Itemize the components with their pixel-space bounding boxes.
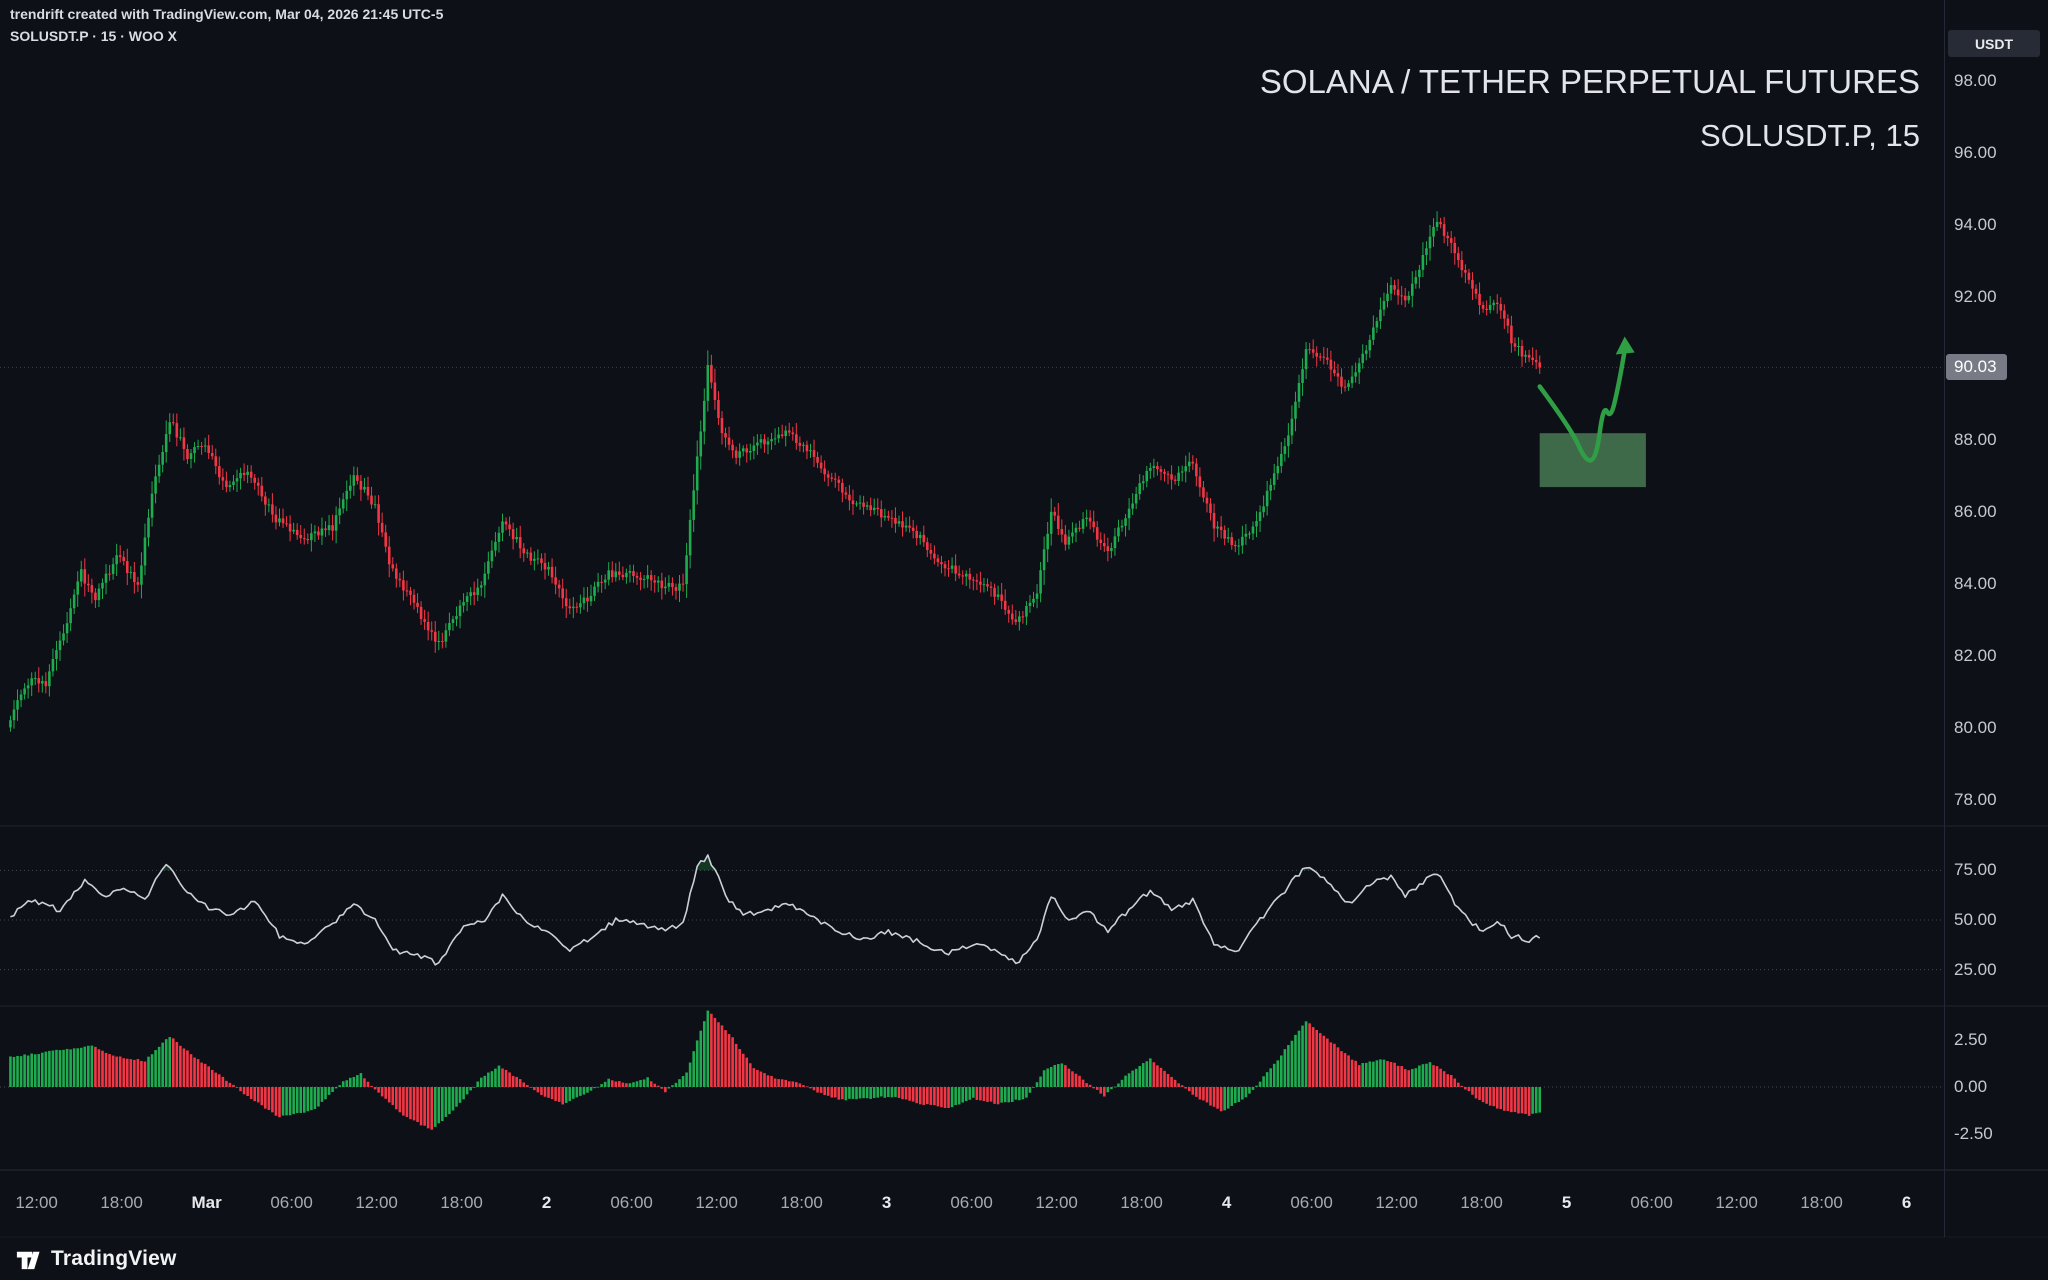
price-axis-label: 98.00 [1954,71,1997,90]
time-axis-label: 06:00 [610,1193,653,1212]
chart-titles: SOLANA / TETHER PERPETUAL FUTURES SOLUSD… [1260,62,1920,156]
price-axis-label: 75.00 [1954,860,1997,880]
time-axis-label: 12:00 [1375,1193,1418,1212]
price-axis-label: 2.50 [1954,1030,1988,1049]
time-axis-label: 12:00 [15,1193,58,1212]
time-axis[interactable]: 12:00 18:00 Mar 06:00 12:00 18:00 2 06:00 12:00 1… [0,1170,1944,1237]
time-axis-label-day: 6 [1901,1193,1912,1212]
time-axis-label: 06:00 [950,1193,993,1212]
time-axis-label: 12:00 [1715,1193,1758,1212]
time-axis-label: 18:00 [780,1193,823,1212]
time-axis-label: 18:00 [1120,1193,1163,1212]
time-axis-label-day: 3 [881,1193,892,1212]
price-axis-label: 86.00 [1954,502,1997,522]
tradingview-logo-icon[interactable] [14,1245,41,1272]
currency-unit-badge[interactable]: USDT [1948,30,2040,57]
price-axis-label: 0.00 [1954,1077,1988,1096]
time-axis-label: 18:00 [440,1193,483,1212]
price-axis-label: 96.00 [1954,142,1997,162]
time-axis-label: 12:00 [355,1193,398,1212]
projection-arrowhead [1615,336,1635,355]
time-axis-label: 06:00 [1630,1193,1673,1212]
time-axis-label: 18:00 [100,1193,143,1212]
price-axis-label: 25.00 [1954,959,1997,979]
tradingview-wordmark[interactable]: TradingView [51,1246,177,1270]
last-price-badge: 90.03 [1946,354,2007,380]
footer-bar: TradingView [0,1237,2048,1280]
projection-arrow [1537,348,1627,463]
watermark-symbol-info: SOLUSDT.P · 15 · WOO X [10,28,177,44]
time-axis-label: 18:00 [1800,1193,1843,1212]
time-axis-label-day: 2 [541,1193,552,1212]
time-axis-label-day: 4 [1221,1193,1232,1212]
time-axis-label: 18:00 [1460,1193,1503,1212]
price-axis-label: 94.00 [1954,214,1997,234]
time-axis-label: 06:00 [270,1193,313,1212]
price-axis-label: 84.00 [1954,574,1997,594]
chart-title: SOLANA / TETHER PERPETUAL FUTURES [1259,63,1920,100]
price-axis-label: 80.00 [1954,717,1997,737]
watermark: trendrift created with TradingView.com, … [10,6,443,44]
price-axis-label: 88.00 [1954,430,1997,450]
chart-subtitle: SOLUSDT.P, 15 [1700,118,1920,153]
time-axis-label: 12:00 [695,1193,738,1212]
price-axis-label: 78.00 [1954,789,1997,809]
watermark-attribution: trendrift created with TradingView.com, … [10,6,444,22]
price-axis-label: 50.00 [1954,910,1997,929]
time-axis-label: 12:00 [1035,1193,1078,1212]
price-axis[interactable]: USDT 98.00 96.00 94.00 92.00 88.00 86.00 84.00… [1944,0,2048,1237]
time-axis-label-day: 5 [1561,1193,1572,1212]
price-axis-label: 92.00 [1954,286,1997,306]
price-axis-label: 82.00 [1954,646,1997,666]
time-axis-label-day: Mar [191,1193,222,1212]
time-axis-label: 06:00 [1290,1193,1333,1212]
price-axis-label: -2.50 [1954,1124,1993,1143]
